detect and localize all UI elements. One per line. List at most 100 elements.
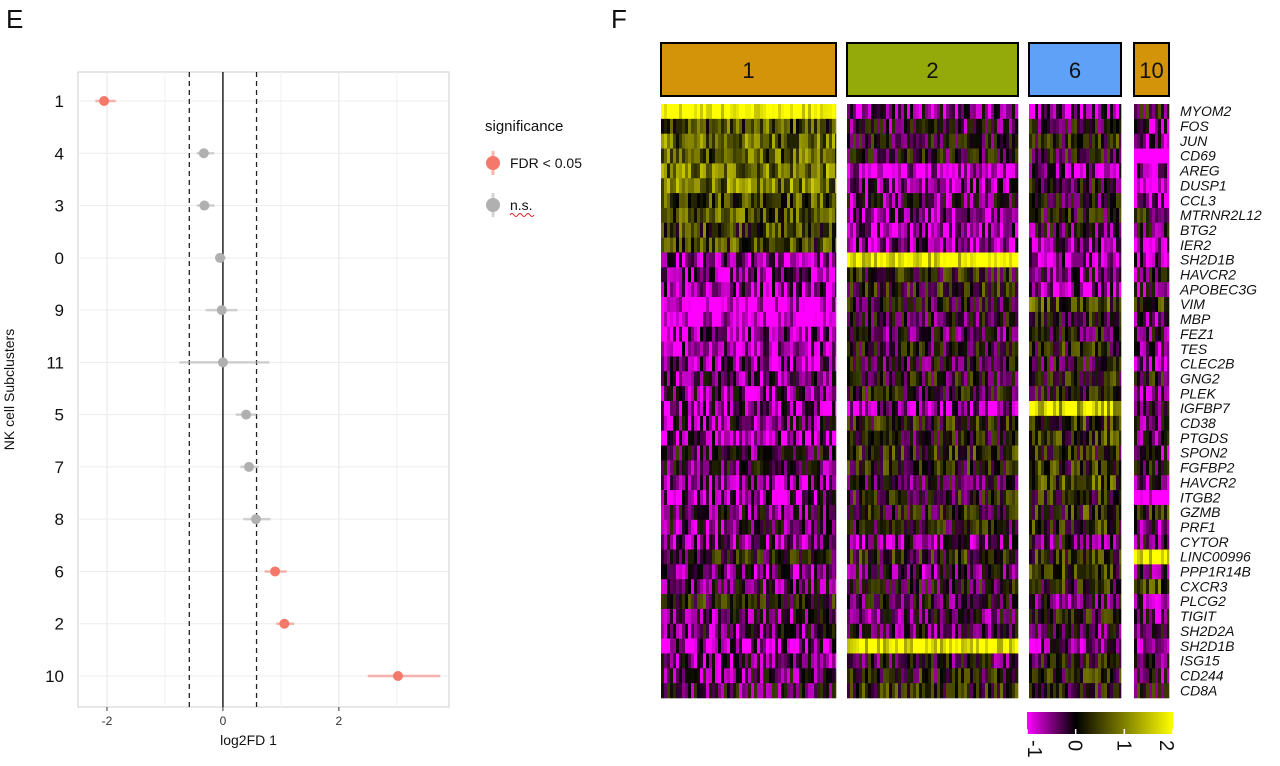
heatmap-cell (940, 178, 944, 194)
heatmap-cell (820, 326, 824, 342)
heatmap-cell (727, 415, 731, 431)
heatmap-cell (856, 608, 860, 625)
heatmap-cell (979, 549, 983, 565)
heatmap-cell (973, 490, 977, 506)
heatmap-cell (700, 534, 704, 550)
heatmap-cell (1000, 252, 1004, 268)
heatmap-cell (895, 207, 899, 224)
heatmap-cell (952, 386, 956, 402)
heatmap-cell (982, 534, 986, 550)
heatmap-cell (775, 133, 779, 149)
heatmap-cell (817, 445, 821, 461)
heatmap-cell (970, 549, 974, 565)
heatmap-cell (694, 118, 698, 134)
heatmap-cell (796, 519, 800, 535)
heatmap-cell (931, 445, 935, 461)
heatmap-cell (703, 475, 707, 491)
heatmap-cell (712, 222, 716, 238)
heatmap-cell (946, 460, 950, 476)
heatmap-cell (739, 178, 743, 194)
heatmap-cell (1101, 148, 1105, 164)
heatmap-cell (847, 326, 851, 342)
heatmap-cell (802, 638, 806, 654)
heatmap-cell (901, 104, 905, 120)
heatmap-cell (925, 267, 929, 283)
heatmap-cell (1119, 178, 1122, 194)
heatmap-cell (730, 534, 734, 550)
heatmap-cell (784, 222, 788, 238)
heatmap-cell (784, 193, 788, 209)
heatmap-cell (913, 475, 917, 491)
heatmap-cell (907, 104, 911, 120)
heatmap-cell (997, 297, 1001, 313)
heatmap-cell (985, 460, 989, 476)
heatmap-cell (787, 683, 791, 699)
heatmap-cell (1015, 386, 1019, 402)
heatmap-cell (826, 594, 830, 610)
heatmap-cell (868, 371, 872, 387)
heatmap-cell (976, 178, 980, 194)
heatmap-cell (754, 163, 758, 179)
heatmap-cell (904, 683, 908, 699)
heatmap-cell (862, 237, 866, 253)
heatmap-cell (871, 401, 875, 417)
heatmap-cell (709, 148, 713, 164)
heatmap-cell (1080, 207, 1084, 224)
heatmap-cell (793, 252, 797, 268)
heatmap-cell (850, 460, 854, 476)
heatmap-cell (883, 341, 887, 357)
heatmap-cell (694, 534, 698, 550)
heatmap-cell (1119, 163, 1122, 179)
heatmap-cell (736, 519, 740, 535)
heatmap-cell (871, 163, 875, 179)
heatmap-cell (1056, 118, 1060, 134)
heatmap-cell (832, 371, 836, 387)
heatmap-cell (811, 356, 815, 372)
heatmap-cell (859, 504, 863, 521)
heatmap-cell (1050, 222, 1054, 238)
heatmap-cell (811, 326, 815, 342)
heatmap-cell (778, 311, 782, 328)
heatmap-cell (799, 282, 803, 298)
heatmap-cell (688, 371, 692, 387)
heatmap-cell (679, 430, 683, 446)
heatmap-cell (937, 326, 941, 342)
heatmap-cell (793, 133, 797, 149)
heatmap-cell (964, 519, 968, 535)
heatmap-cell (784, 371, 788, 387)
heatmap-cell (808, 415, 812, 431)
heatmap-cell (676, 653, 680, 669)
heatmap-cell (967, 386, 971, 402)
heatmap-cell (922, 519, 926, 535)
heatmap-cell (736, 222, 740, 238)
heatmap-cell (1059, 133, 1063, 149)
heatmap-cell (811, 668, 815, 684)
heatmap-cell (922, 341, 926, 357)
heatmap-cell (757, 623, 761, 639)
heatmap-cell (892, 445, 896, 461)
heatmap-cell (973, 282, 977, 298)
heatmap-cell (1092, 118, 1096, 134)
heatmap-cell (928, 133, 932, 149)
heatmap-cell (808, 163, 812, 179)
heatmap-cell (784, 282, 788, 298)
heatmap-cell (823, 475, 827, 491)
heatmap-cell (913, 282, 917, 298)
heatmap-cell (721, 371, 725, 387)
heatmap-cell (715, 519, 719, 535)
heatmap-cell (895, 608, 899, 625)
heatmap-cell (823, 579, 827, 595)
heatmap-cell (922, 148, 926, 164)
heatmap-cell (916, 519, 920, 535)
heatmap-cell (976, 653, 980, 669)
heatmap-cell (730, 594, 734, 610)
heatmap-cell (937, 267, 941, 283)
heatmap-cell (664, 252, 668, 268)
heatmap-cell (1050, 118, 1054, 134)
heatmap-cell (958, 534, 962, 550)
heatmap-cell (955, 460, 959, 476)
heatmap-cell (820, 683, 824, 699)
heatmap-cell (988, 445, 992, 461)
heatmap-cell (1006, 608, 1010, 625)
heatmap-cell (676, 297, 680, 313)
